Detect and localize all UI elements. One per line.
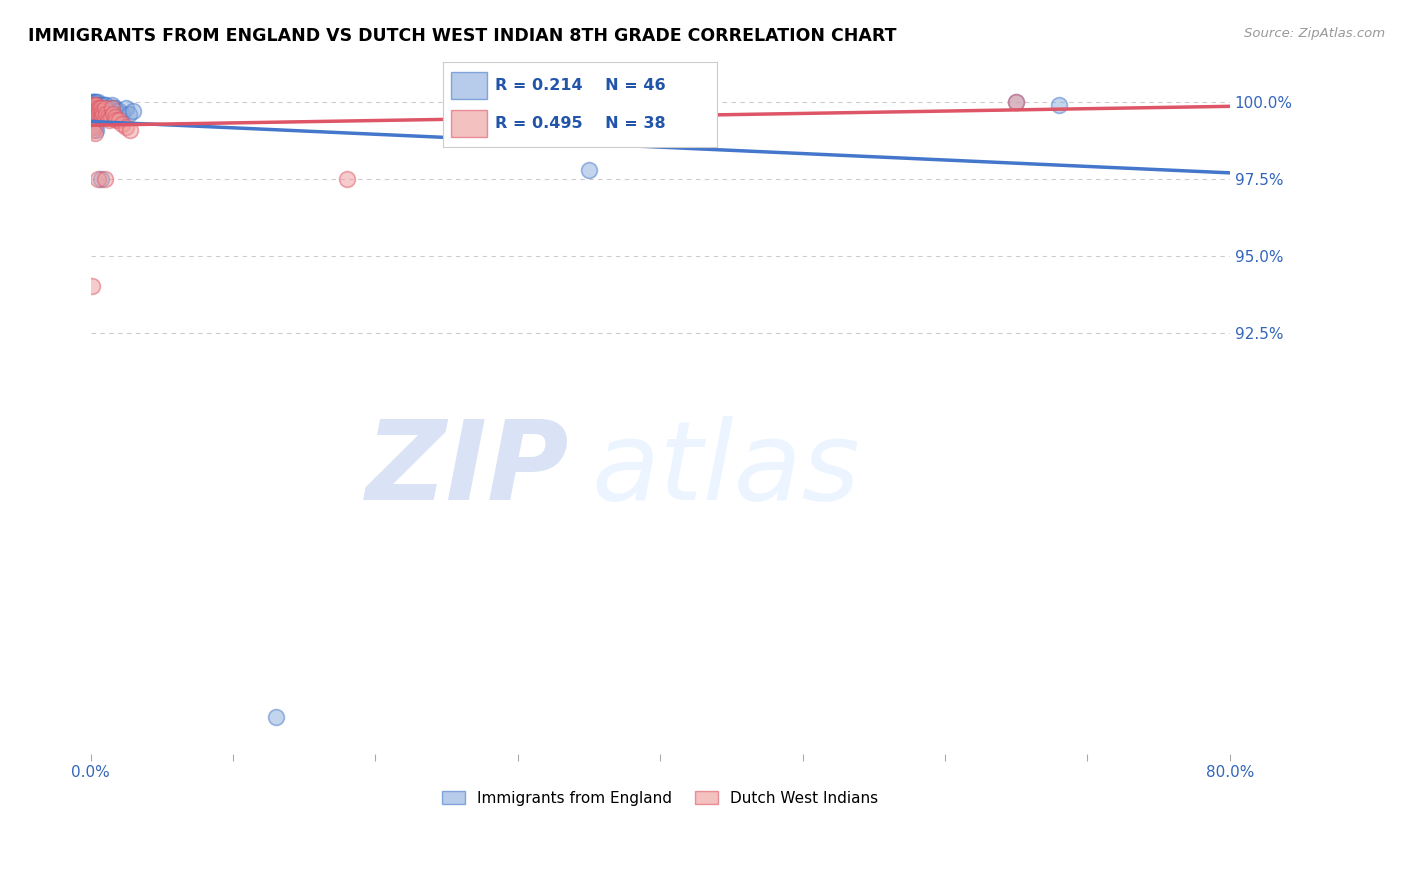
Point [89, 101, 111, 115]
Point [80, 95, 103, 109]
Point [98, 113, 121, 128]
Point [82, 116, 104, 130]
Point [536, 98, 558, 112]
Point [82, 95, 104, 109]
Point [80, 279, 103, 293]
Point [97, 111, 120, 125]
Point [91, 104, 114, 119]
Point [90, 101, 112, 115]
Point [120, 122, 142, 136]
FancyBboxPatch shape [451, 110, 486, 137]
Point [94, 111, 117, 125]
Point [100, 111, 122, 125]
Point [104, 101, 127, 115]
Point [84, 98, 107, 112]
Point [83, 98, 105, 112]
Point [83, 101, 105, 115]
Point [108, 113, 131, 128]
Point [91, 104, 114, 119]
Point [108, 104, 131, 119]
Point [98, 101, 121, 115]
Point [104, 111, 127, 125]
Point [82, 101, 104, 115]
Point [96, 107, 118, 121]
Point [80, 113, 103, 128]
Point [83, 120, 105, 134]
Point [122, 104, 145, 119]
Text: R = 0.214    N = 46: R = 0.214 N = 46 [495, 78, 665, 93]
Point [89, 98, 111, 112]
Point [96, 104, 118, 119]
Point [87, 101, 110, 115]
Point [103, 107, 125, 121]
Point [94, 101, 117, 115]
Point [87, 101, 110, 115]
Point [89, 104, 111, 119]
Legend: Immigrants from England, Dutch West Indians: Immigrants from England, Dutch West Indi… [434, 783, 886, 814]
Point [82, 95, 104, 109]
Point [94, 172, 117, 186]
Point [264, 709, 287, 723]
Point [83, 98, 105, 112]
Point [105, 104, 128, 119]
Point [115, 101, 138, 115]
Point [100, 104, 122, 119]
Point [94, 98, 117, 112]
Text: IMMIGRANTS FROM ENGLAND VS DUTCH WEST INDIAN 8TH GRADE CORRELATION CHART: IMMIGRANTS FROM ENGLAND VS DUTCH WEST IN… [28, 27, 897, 45]
Point [90, 98, 112, 112]
Point [87, 107, 110, 121]
Point [83, 95, 105, 109]
Point [101, 98, 124, 112]
Point [84, 98, 107, 112]
Point [96, 98, 118, 112]
Point [91, 98, 114, 112]
Point [84, 98, 107, 112]
Point [578, 162, 600, 177]
Point [118, 107, 141, 121]
FancyBboxPatch shape [451, 71, 486, 99]
Point [91, 111, 114, 125]
Point [87, 172, 110, 186]
Point [97, 101, 120, 115]
Point [111, 107, 134, 121]
Point [83, 126, 105, 140]
Point [89, 98, 111, 112]
Point [89, 101, 111, 115]
Point [93, 101, 115, 115]
Point [1005, 95, 1028, 109]
Point [90, 107, 112, 121]
Point [101, 101, 124, 115]
Point [84, 95, 107, 109]
Point [115, 120, 138, 134]
Point [90, 172, 112, 186]
Point [90, 101, 112, 115]
Point [105, 113, 128, 128]
Point [82, 98, 104, 112]
Text: ZIP: ZIP [366, 416, 569, 523]
Point [93, 107, 115, 121]
Point [80, 120, 103, 134]
Point [94, 101, 117, 115]
Text: atlas: atlas [592, 416, 860, 523]
Point [84, 122, 107, 136]
Text: R = 0.495    N = 38: R = 0.495 N = 38 [495, 116, 665, 131]
Point [83, 95, 105, 109]
Point [87, 98, 110, 112]
Point [87, 95, 110, 109]
Point [93, 98, 115, 112]
Point [1005, 95, 1028, 109]
Point [103, 101, 125, 115]
Point [1047, 98, 1070, 112]
Point [336, 172, 359, 186]
Point [84, 104, 107, 119]
Point [111, 116, 134, 130]
Point [82, 122, 104, 136]
Text: Source: ZipAtlas.com: Source: ZipAtlas.com [1244, 27, 1385, 40]
